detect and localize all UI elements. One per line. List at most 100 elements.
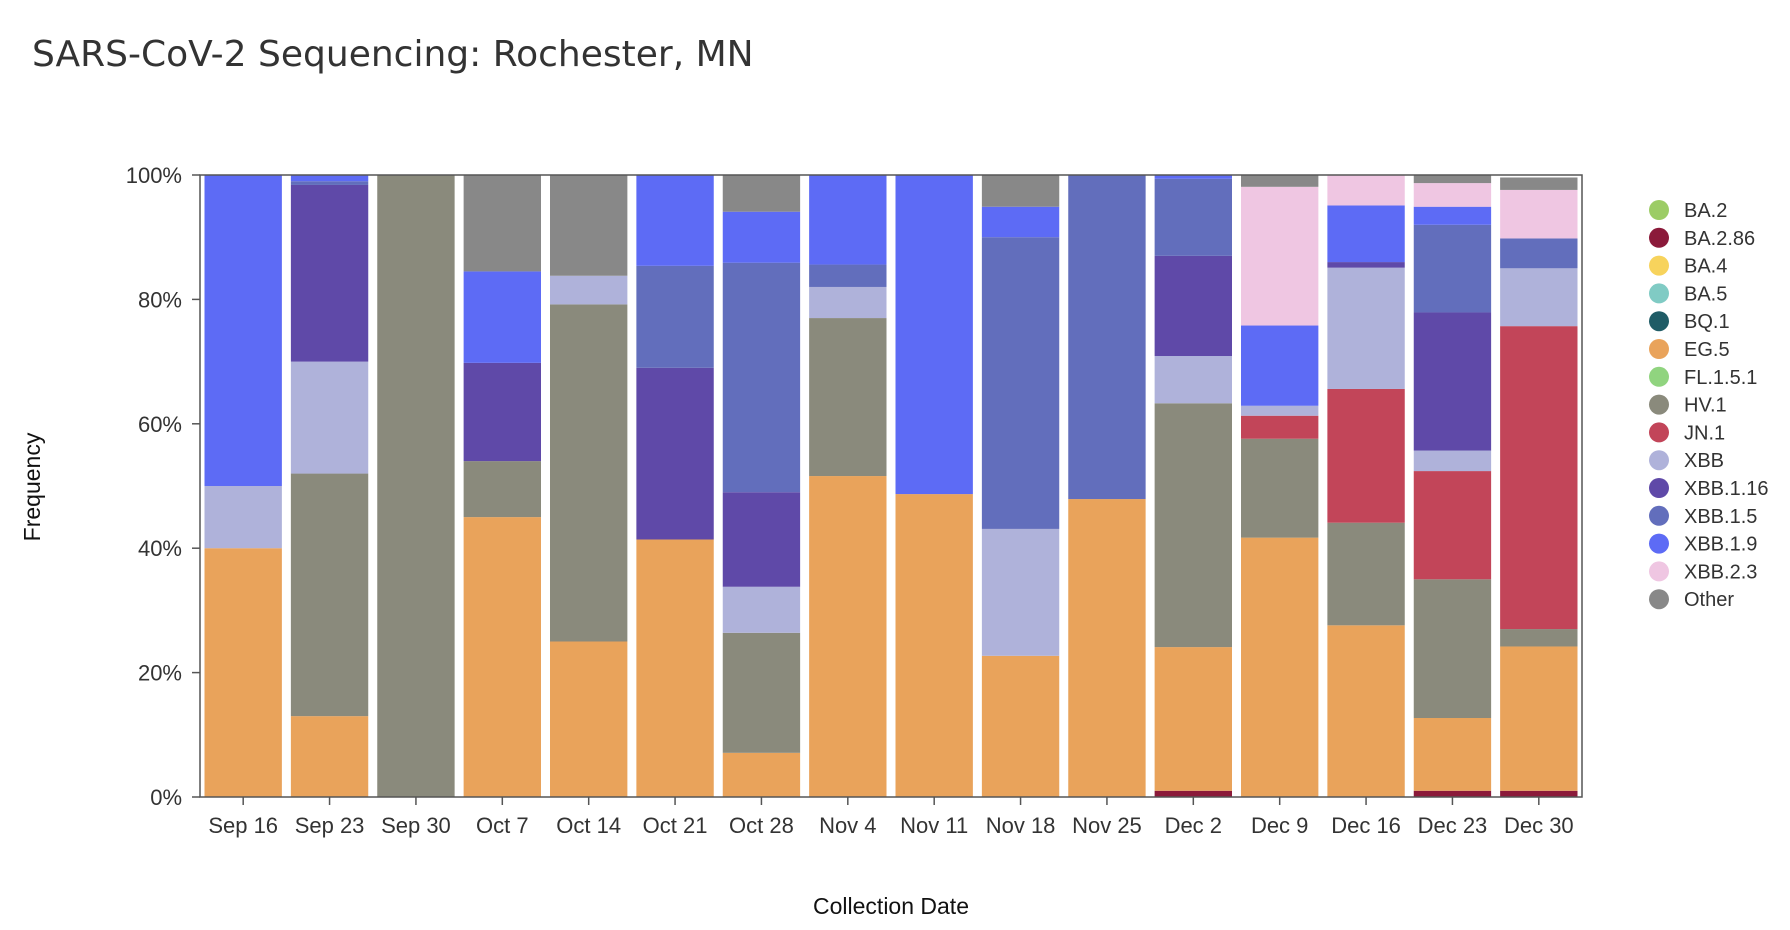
bar-segment[interactable] [981,237,1060,529]
legend-item[interactable]: HV.1 [1649,394,1727,417]
bar-segment[interactable] [1327,267,1405,389]
bar-segment[interactable] [290,175,369,182]
bar-segment[interactable] [1154,647,1232,791]
legend-item[interactable]: XBB [1649,450,1724,472]
bar-segment[interactable] [1154,356,1232,404]
legend[interactable]: BA.2 BA.2.86 BA.4 BA.5 BQ.1 EG.5 FL.1.5.1 HV.1 J… [1649,200,1769,611]
bar-segment[interactable] [722,211,801,263]
bar-segment[interactable] [1413,206,1492,225]
bar-segment[interactable] [1154,403,1232,648]
bar-segment[interactable] [1241,186,1319,326]
bar-segment[interactable] [722,175,801,212]
bar-segment[interactable] [1500,326,1578,630]
bar-segment[interactable] [1413,579,1492,719]
bar-segment[interactable] [1413,450,1492,472]
bar-segment[interactable] [1241,415,1319,439]
bar-segment[interactable] [1413,312,1492,451]
bar-segment[interactable] [1327,262,1405,268]
bar-segment[interactable] [463,362,541,462]
legend-item[interactable]: BA.2 [1649,200,1727,222]
legend-item[interactable]: XBB.1.16 [1649,478,1769,500]
legend-item[interactable]: XBB.1.9 [1649,533,1757,556]
bar-segment[interactable] [1500,189,1578,239]
bar-segment[interactable] [290,716,369,797]
bar-segment[interactable] [1154,178,1232,256]
bar-segment[interactable] [1500,177,1578,190]
bar-segment[interactable] [1413,471,1492,580]
legend-item[interactable]: FL.1.5.1 [1649,366,1757,389]
bar-segment[interactable] [1413,790,1492,797]
bar-segment[interactable] [981,528,1060,656]
bar-segment[interactable] [1154,255,1232,357]
bar-segment[interactable] [204,548,282,797]
bar-segment[interactable] [463,461,541,518]
bar-segment[interactable] [1500,646,1578,791]
bar-segment[interactable] [636,175,714,266]
bar-segment[interactable] [550,175,628,276]
bar-segment[interactable] [1413,175,1492,184]
bar-segment[interactable] [1068,175,1146,500]
bar-segment[interactable] [290,184,369,362]
legend-item[interactable]: BA.2.86 [1649,227,1755,250]
bar-segment[interactable] [1241,175,1319,187]
bar-segment[interactable] [1241,537,1319,797]
bar-segment[interactable] [981,206,1060,238]
bar-segment[interactable] [1327,625,1405,797]
bar-segment[interactable] [463,175,541,272]
bar-segment[interactable] [550,275,628,305]
bar-segment[interactable] [1413,183,1492,207]
bar-segment[interactable] [1500,238,1578,269]
y-tick-label: 40% [138,536,182,561]
bar-segment[interactable] [636,539,714,797]
bar-segment[interactable] [290,181,369,185]
bar-segment[interactable] [809,175,887,265]
bar-segment[interactable] [1500,629,1578,647]
bar-segment[interactable] [550,304,628,642]
bar-segment[interactable] [1241,405,1319,416]
bar-segment[interactable] [1413,224,1492,313]
bar-segment[interactable] [722,262,801,493]
legend-item[interactable]: XBB.1.5 [1649,505,1757,528]
bar-segment[interactable] [809,286,887,319]
legend-item[interactable]: XBB.2.3 [1649,561,1757,583]
bar-segment[interactable] [204,175,282,486]
legend-item[interactable]: EG.5 [1649,339,1730,361]
bar-segment[interactable] [1327,175,1405,206]
bar-segment[interactable] [550,641,628,798]
bar-segment[interactable] [981,655,1060,797]
bar-segment[interactable] [809,318,887,477]
bar-segment[interactable] [290,473,369,717]
bar-segment[interactable] [636,367,714,540]
bar-segment[interactable] [1413,718,1492,791]
bar-segment[interactable] [895,494,973,797]
bar-segment[interactable] [1327,522,1405,626]
bar-segment[interactable] [809,264,887,287]
bar-segment[interactable] [636,265,714,368]
bar-segment[interactable] [1241,438,1319,538]
bar-segment[interactable] [1068,499,1146,797]
bar-segment[interactable] [290,361,369,474]
bar-segment[interactable] [1154,175,1232,179]
legend-item[interactable]: Other [1649,589,1734,611]
legend-item[interactable]: BA.5 [1649,283,1727,305]
bar-segment[interactable] [1500,790,1578,797]
bar-segment[interactable] [809,476,887,797]
legend-item[interactable]: JN.1 [1649,422,1725,444]
bar-segment[interactable] [722,586,801,633]
bar-segment[interactable] [722,492,801,587]
bar-segment[interactable] [1154,790,1232,797]
legend-item[interactable]: BQ.1 [1649,311,1730,333]
bar-segment[interactable] [895,175,973,495]
bar-segment[interactable] [377,175,455,797]
bar-segment[interactable] [722,632,801,753]
bar-segment[interactable] [981,175,1060,207]
bar-segment[interactable] [1500,268,1578,327]
bar-segment[interactable] [722,752,801,797]
legend-item[interactable]: BA.4 [1649,255,1727,278]
bar-segment[interactable] [463,271,541,363]
bar-segment[interactable] [1241,325,1319,406]
bar-segment[interactable] [463,517,541,797]
bar-segment[interactable] [204,486,282,549]
bar-segment[interactable] [1327,388,1405,523]
bar-segment[interactable] [1327,205,1405,263]
